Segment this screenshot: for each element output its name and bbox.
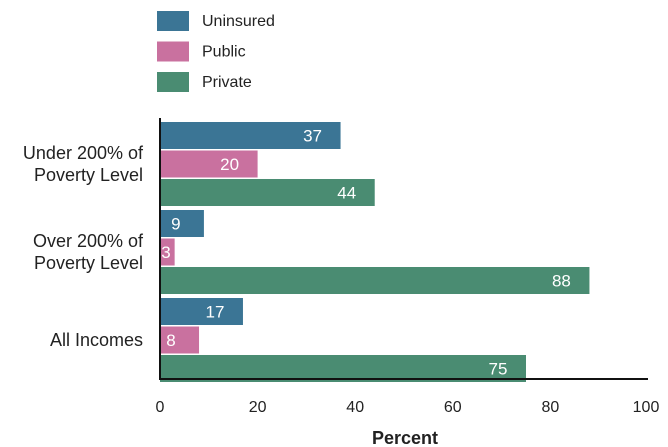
data-label-uninsured-2: 17	[205, 303, 224, 322]
x-tick-label-0: 0	[156, 399, 165, 416]
x-tick-label-80: 80	[542, 399, 560, 416]
data-label-private-2: 75	[489, 360, 508, 379]
data-label-public-0: 20	[220, 155, 239, 174]
category-label-1-0: Over 200% of	[33, 231, 144, 251]
x-tick-label-60: 60	[444, 399, 462, 416]
bar-public-2	[160, 326, 200, 354]
bar-private-1	[160, 267, 590, 294]
x-tick-label-100: 100	[633, 399, 660, 416]
bar-uninsured-2	[160, 298, 243, 325]
data-label-private-0: 44	[337, 184, 356, 203]
category-label-2-0: All Incomes	[50, 330, 143, 350]
data-label-public-2: 8	[166, 331, 175, 350]
bar-private-0	[160, 179, 375, 206]
x-tick-label-20: 20	[249, 399, 267, 416]
x-tick-label-40: 40	[346, 399, 364, 416]
legend-swatch-public	[157, 41, 189, 62]
legend-label-uninsured: Uninsured	[202, 13, 275, 30]
axes: 0 20 40 60 80 100	[156, 118, 660, 416]
x-axis-label: Percent	[372, 428, 438, 447]
category-label-0-1: Poverty Level	[34, 165, 143, 185]
bars: 37 20 44 93 88 17 8 75	[160, 122, 590, 382]
data-label-uninsured-0: 37	[303, 127, 322, 146]
bar-public-1	[160, 238, 175, 266]
bar-uninsured-0	[160, 122, 341, 149]
legend-swatch-private	[157, 72, 189, 92]
legend-label-private: Private	[202, 74, 252, 91]
legend-label-public: Public	[202, 44, 246, 61]
legend-swatch-uninsured	[157, 11, 189, 31]
bar-public-0	[160, 150, 258, 178]
bar-private-2	[160, 355, 526, 382]
bar-uninsured-1	[160, 210, 204, 237]
legend: Uninsured Public Private	[157, 11, 275, 92]
data-label-private-1: 88	[552, 272, 571, 291]
category-label-0-0: Under 200% of	[23, 143, 144, 163]
category-label-1-1: Poverty Level	[34, 253, 143, 273]
data-label-uninsured-1: 9	[171, 215, 180, 234]
data-label-public-1: 3	[161, 243, 170, 262]
